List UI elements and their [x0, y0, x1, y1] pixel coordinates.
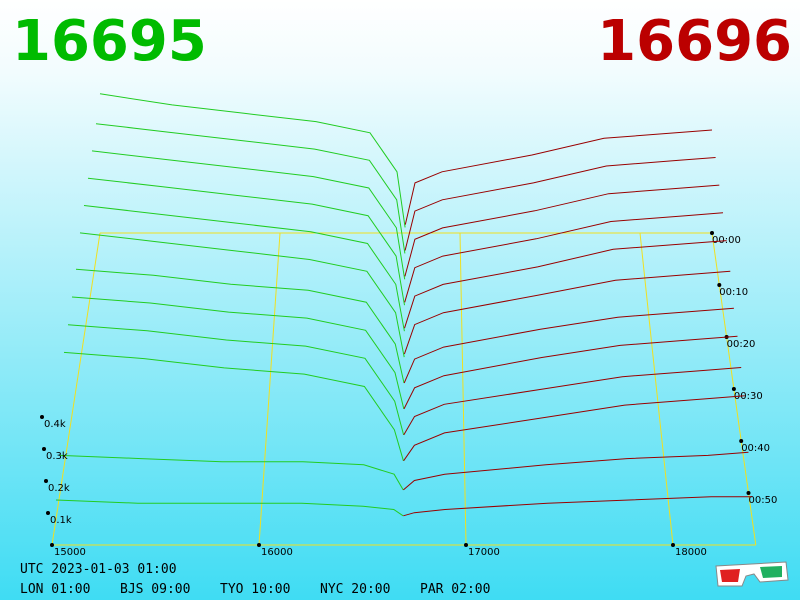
price-grid-line [51, 232, 101, 546]
3d-glasses-icon [715, 561, 789, 587]
ask-depth-line [404, 184, 720, 277]
bid-depth-line [79, 232, 405, 358]
depth-tick-label: 0.3k [46, 451, 68, 462]
price-tick-mark [464, 543, 468, 547]
plot: 15000 16000 17000 1800000:0000:1000:2000:30… [40, 93, 778, 558]
depth-tick-label: 0.4k [44, 419, 66, 430]
depth-tick-mark [42, 447, 46, 451]
bid-depth-line [75, 268, 405, 384]
utc-time: UTC 2023-01-03 01:00 [20, 562, 177, 577]
time-tick-mark [710, 231, 714, 235]
ask-depth-line [403, 395, 745, 462]
clock-label: PAR 02:00 [420, 582, 490, 597]
price-tick-mark [257, 543, 261, 547]
bid-depth-line [63, 351, 404, 461]
ask-depth-line [403, 451, 749, 491]
time-tick-mark [717, 283, 722, 287]
depth-tick-label: 0.2k [48, 483, 70, 494]
price-grid-line [258, 232, 281, 546]
ask-depth-line [403, 307, 734, 384]
ask-depth-line [403, 335, 738, 410]
bid-depth-line [55, 499, 404, 517]
clocks: LON 01:00 BJS 09:00 TYO 10:00 NYC 20:00 PAR … [20, 582, 490, 597]
bid-depth-line [99, 93, 406, 228]
ask-depth-line [404, 240, 727, 329]
ask-depth-line [404, 129, 713, 225]
bid-depth-line [91, 150, 406, 280]
bid-depth-line [67, 324, 405, 436]
depth-tick-label: 0.1k [50, 515, 72, 526]
price-tick-mark [671, 543, 675, 547]
depth-tick-mark [40, 415, 44, 419]
price-grid-line [639, 232, 674, 546]
clock-label: NYC 20:00 [320, 582, 390, 597]
bid-depth-line [59, 454, 404, 491]
bid-price: 16695 [12, 9, 207, 74]
glasses-red-lens [720, 569, 740, 582]
clock-label: BJS 09:00 [120, 582, 190, 597]
glasses-green-lens [760, 566, 782, 578]
bid-depth-line [83, 205, 405, 332]
time-tick-mark [731, 387, 736, 391]
price-tick-label: 16000 [261, 547, 293, 558]
price-grid-line [459, 232, 467, 546]
time-tick-label: 00:20 [727, 339, 756, 350]
ask-price: 16696 [597, 9, 792, 74]
price-tick-label: 17000 [468, 547, 500, 558]
time-tick-mark [746, 491, 751, 495]
price-tick-label: 15000 [54, 547, 86, 558]
ask-depth-line [403, 496, 753, 517]
time-tick-label: 00:50 [749, 495, 778, 506]
depth-tick-mark [44, 479, 48, 483]
depth-tick-mark [46, 511, 50, 515]
time-tick-label: 00:40 [741, 443, 770, 454]
price-tick-mark [50, 543, 54, 547]
time-tick-label: 00:30 [734, 391, 763, 402]
time-tick-mark [739, 439, 744, 443]
clock-label: TYO 10:00 [220, 582, 290, 597]
price-tick-label: 18000 [675, 547, 707, 558]
bid-depth-line [87, 177, 405, 306]
clock-label: LON 01:00 [20, 582, 90, 597]
bid-depth-line [95, 123, 406, 254]
bid-depth-line [71, 296, 405, 410]
ask-depth-line [404, 157, 716, 251]
ask-depth-line [403, 270, 731, 355]
time-tick-label: 00:10 [719, 287, 748, 298]
ask-depth-line [404, 212, 724, 303]
ask-depth-line [403, 367, 742, 436]
